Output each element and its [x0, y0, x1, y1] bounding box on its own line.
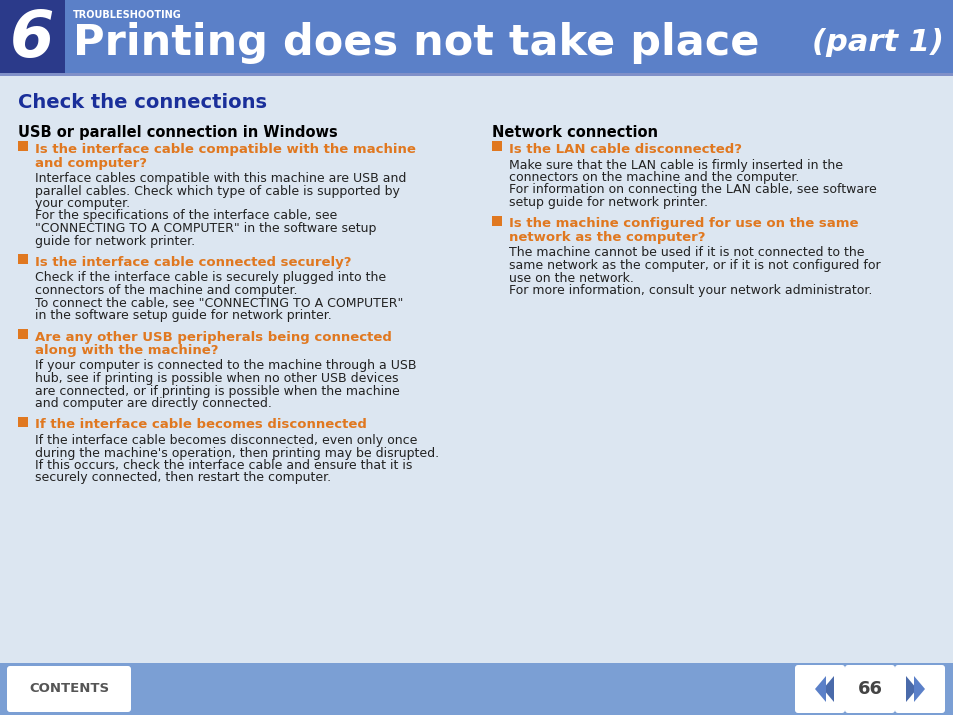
FancyBboxPatch shape	[0, 0, 65, 73]
Text: Is the interface cable compatible with the machine: Is the interface cable compatible with t…	[35, 143, 416, 156]
Polygon shape	[823, 682, 831, 696]
Text: Check the connections: Check the connections	[18, 93, 267, 112]
FancyBboxPatch shape	[18, 254, 28, 264]
Text: TROUBLESHOOTING: TROUBLESHOOTING	[73, 10, 182, 20]
FancyBboxPatch shape	[0, 0, 953, 73]
FancyBboxPatch shape	[492, 215, 501, 225]
Text: and computer are directly connected.: and computer are directly connected.	[35, 397, 272, 410]
Polygon shape	[913, 676, 924, 702]
FancyBboxPatch shape	[894, 665, 944, 713]
Text: If the interface cable becomes disconnected, even only once: If the interface cable becomes disconnec…	[35, 434, 417, 447]
Text: Check if the interface cable is securely plugged into the: Check if the interface cable is securely…	[35, 272, 386, 285]
Text: 6: 6	[10, 7, 54, 69]
Text: If this occurs, check the interface cable and ensure that it is: If this occurs, check the interface cabl…	[35, 459, 412, 472]
Text: connectors of the machine and computer.: connectors of the machine and computer.	[35, 284, 297, 297]
Text: Is the machine configured for use on the same: Is the machine configured for use on the…	[509, 217, 858, 230]
Text: in the software setup guide for network printer.: in the software setup guide for network …	[35, 309, 332, 322]
Text: The machine cannot be used if it is not connected to the: The machine cannot be used if it is not …	[509, 247, 863, 260]
Text: Make sure that the LAN cable is firmly inserted in the: Make sure that the LAN cable is firmly i…	[509, 159, 842, 172]
Text: Printing does not take place: Printing does not take place	[73, 21, 759, 64]
Text: during the machine's operation, then printing may be disrupted.: during the machine's operation, then pri…	[35, 446, 438, 460]
FancyBboxPatch shape	[18, 141, 28, 151]
Text: guide for network printer.: guide for network printer.	[35, 235, 195, 247]
Text: along with the machine?: along with the machine?	[35, 344, 218, 357]
Text: securely connected, then restart the computer.: securely connected, then restart the com…	[35, 471, 331, 485]
Text: Network connection: Network connection	[492, 125, 658, 140]
Text: (part 1): (part 1)	[811, 28, 943, 57]
FancyBboxPatch shape	[844, 665, 894, 713]
Text: Is the interface cable connected securely?: Is the interface cable connected securel…	[35, 256, 351, 269]
Text: For information on connecting the LAN cable, see software: For information on connecting the LAN ca…	[509, 184, 876, 197]
Text: connectors on the machine and the computer.: connectors on the machine and the comput…	[509, 171, 799, 184]
Text: setup guide for network printer.: setup guide for network printer.	[509, 196, 707, 209]
Text: hub, see if printing is possible when no other USB devices: hub, see if printing is possible when no…	[35, 372, 398, 385]
Text: same network as the computer, or if it is not configured for: same network as the computer, or if it i…	[509, 259, 880, 272]
Text: "CONNECTING TO A COMPUTER" in the software setup: "CONNECTING TO A COMPUTER" in the softwa…	[35, 222, 376, 235]
Text: Are any other USB peripherals being connected: Are any other USB peripherals being conn…	[35, 330, 392, 343]
FancyBboxPatch shape	[7, 666, 131, 712]
Text: For the specifications of the interface cable, see: For the specifications of the interface …	[35, 209, 337, 222]
FancyBboxPatch shape	[0, 663, 953, 715]
Polygon shape	[814, 676, 825, 702]
Text: 66: 66	[857, 680, 882, 698]
Text: If your computer is connected to the machine through a USB: If your computer is connected to the mac…	[35, 360, 416, 373]
Text: For more information, consult your network administrator.: For more information, consult your netwo…	[509, 284, 871, 297]
Text: are connected, or if printing is possible when the machine: are connected, or if printing is possibl…	[35, 385, 399, 398]
FancyBboxPatch shape	[0, 73, 953, 76]
Text: CONTENTS: CONTENTS	[29, 683, 109, 696]
Polygon shape	[815, 682, 823, 696]
FancyBboxPatch shape	[18, 328, 28, 338]
Text: Is the LAN cable disconnected?: Is the LAN cable disconnected?	[509, 143, 741, 156]
Text: Interface cables compatible with this machine are USB and: Interface cables compatible with this ma…	[35, 172, 406, 185]
Text: If the interface cable becomes disconnected: If the interface cable becomes disconnec…	[35, 418, 367, 431]
Polygon shape	[905, 676, 916, 702]
FancyBboxPatch shape	[18, 417, 28, 427]
FancyBboxPatch shape	[794, 665, 844, 713]
Text: To connect the cable, see "CONNECTING TO A COMPUTER": To connect the cable, see "CONNECTING TO…	[35, 297, 403, 310]
Text: network as the computer?: network as the computer?	[509, 231, 705, 244]
Text: and computer?: and computer?	[35, 157, 147, 169]
Text: use on the network.: use on the network.	[509, 272, 633, 285]
Text: USB or parallel connection in Windows: USB or parallel connection in Windows	[18, 125, 337, 140]
Polygon shape	[822, 676, 833, 702]
FancyBboxPatch shape	[492, 141, 501, 151]
Text: parallel cables. Check which type of cable is supported by: parallel cables. Check which type of cab…	[35, 184, 399, 197]
Text: your computer.: your computer.	[35, 197, 130, 210]
